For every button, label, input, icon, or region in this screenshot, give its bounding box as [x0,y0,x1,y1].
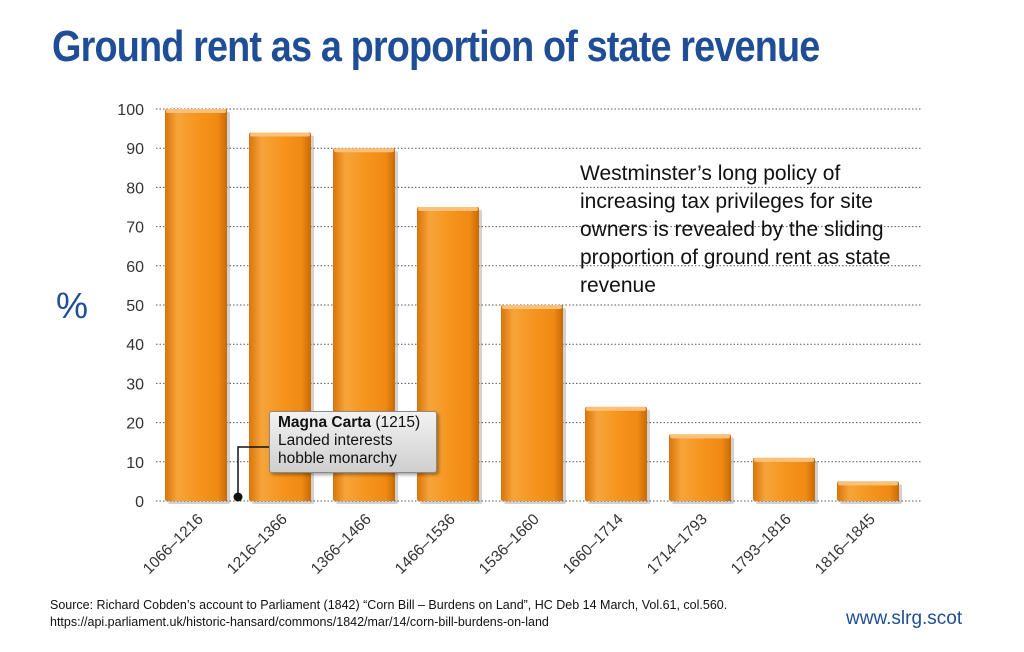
y-tick-label: 20 [126,416,144,433]
bar [669,434,731,501]
bar [837,481,899,501]
x-tick-labels: 1066–1216 1216–1366 1366–1466 1466–1536 1536… [140,511,879,578]
bar-top-highlight [502,305,562,309]
y-tick-label: 40 [126,337,144,354]
x-tick-label: 1816–1845 [812,511,879,578]
y-tick-label: 10 [126,455,144,472]
bar-chart: 0 10 20 30 40 50 60 70 80 90 100 1066–1216 1216–136… [117,102,922,578]
y-tick-label: 0 [135,494,144,511]
source-url[interactable]: https://api.parliament.uk/historic-hansa… [50,615,549,629]
bar-top-highlight [166,109,226,113]
bar [585,406,647,501]
bar-top-highlight [418,207,478,211]
callout-connector [233,446,270,502]
y-tick-label: 100 [117,102,144,119]
x-tick-label: 1466–1536 [392,511,459,578]
bar-top-highlight [838,481,898,486]
y-tick-label: 90 [126,141,144,158]
bar [501,305,563,501]
x-tick-label: 1536–1660 [476,511,543,578]
x-tick-label: 1066–1216 [140,511,207,578]
bar [249,132,311,501]
y-tick-label: 30 [126,376,144,393]
y-axis-label: % [56,285,89,326]
callout-line1: Landed interests [278,432,393,449]
source-note: Source: Richard Cobden’s account to Parl… [50,597,727,631]
x-tick-label: 1216–1366 [224,511,291,578]
bar-top-highlight [334,148,394,153]
callout-year: (1215) [375,414,421,431]
bar-top-highlight [250,132,310,137]
source-line-1: Source: Richard Cobden’s account to Parl… [50,598,728,612]
x-tick-label: 1366–1466 [308,511,375,578]
bar [165,109,227,501]
bar-top-highlight [670,434,730,439]
chart-title: Ground rent as a proportion of state rev… [52,22,820,71]
website-link[interactable]: www.slrg.scot [846,608,963,629]
y-tick-labels: 0 10 20 30 40 50 60 70 80 90 100 [117,102,144,511]
bar [753,457,815,501]
x-tick-label: 1660–1714 [560,511,627,578]
callout-line2: hobble monarchy [278,450,397,467]
y-tick-label: 80 [126,180,144,197]
y-tick-label: 70 [126,220,144,237]
bar-top-highlight [586,406,646,411]
chart-annotation: Westminster’s long policy of increasing … [580,162,891,297]
y-tick-label: 60 [126,259,144,276]
x-tick-label: 1793–1816 [728,511,795,578]
bar-top-highlight [754,457,814,462]
y-tick-label: 50 [126,298,144,315]
magna-carta-callout: Magna Carta (1215) Landed interests hobb… [269,411,437,473]
x-tick-label: 1714–1793 [644,511,711,578]
callout-title: Magna Carta [278,414,372,431]
